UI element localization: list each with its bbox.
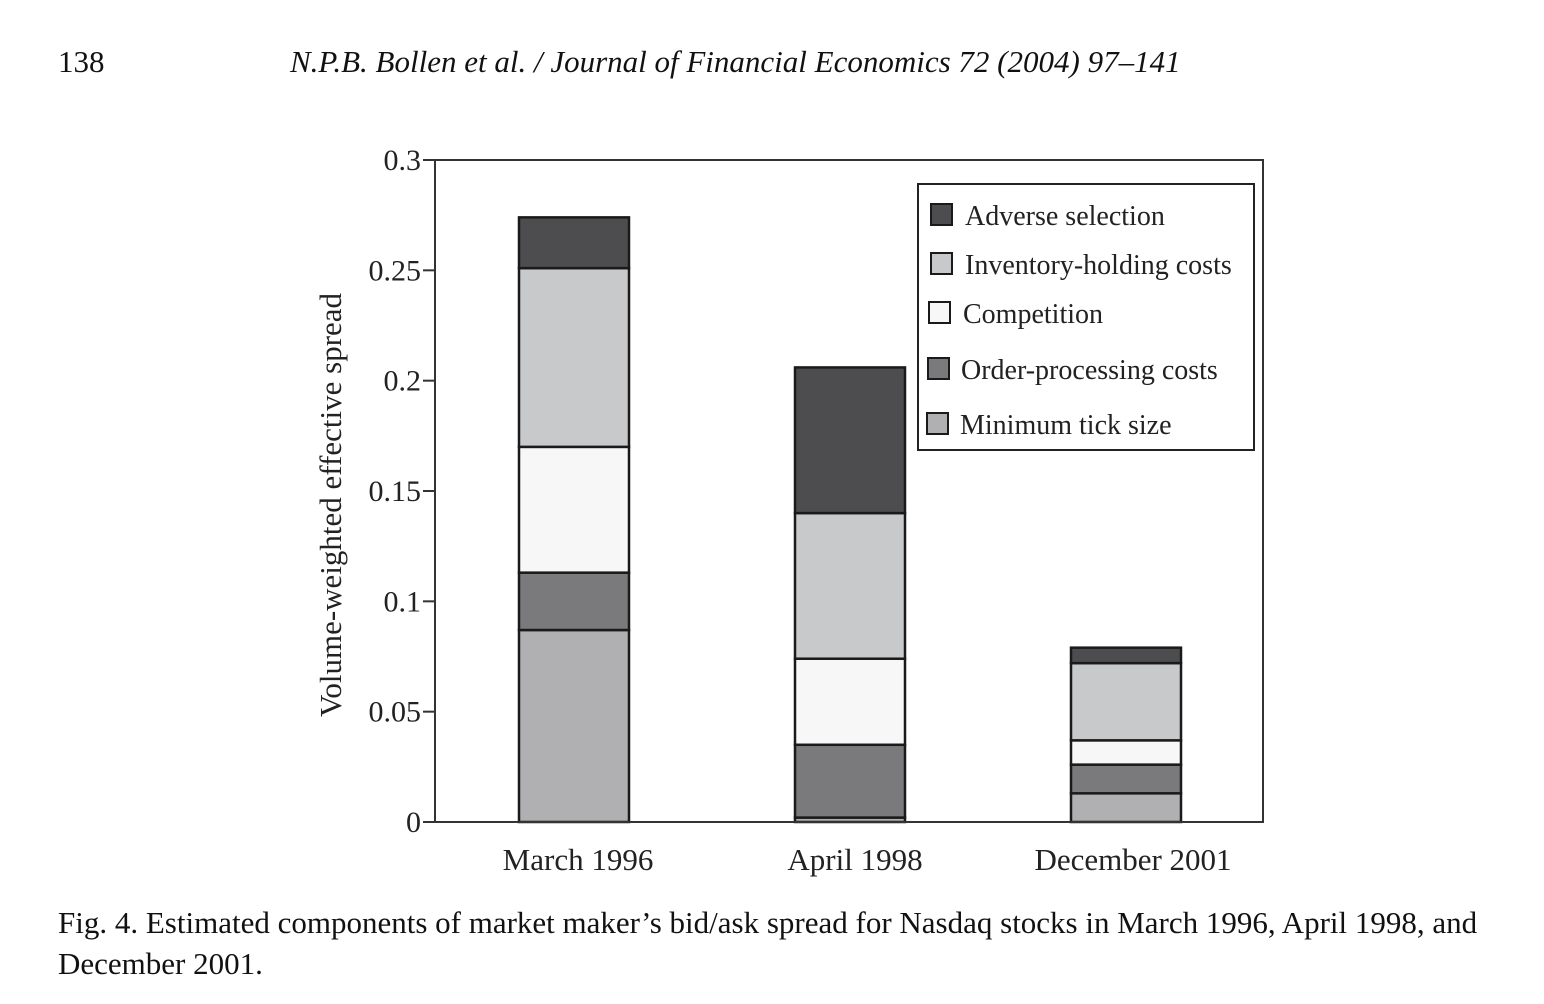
bar-segment-minimum-tick-size-2 xyxy=(1069,792,1183,824)
bar-segment-adverse-selection-2 xyxy=(1069,646,1183,665)
bar-segment-inventory-holding-costs-1 xyxy=(793,511,907,660)
x-tick-label: March 1996 xyxy=(503,842,654,877)
legend-label-order-processing-costs: Order-processing costs xyxy=(961,355,1218,386)
y-tick-label: 0.3 xyxy=(384,144,422,177)
bar-segment-competition-0 xyxy=(517,445,631,574)
legend-swatch-adverse-selection xyxy=(930,203,953,226)
legend-swatch-inventory-holding-costs xyxy=(930,252,953,275)
legend-swatch-competition xyxy=(928,301,951,324)
y-axis-label: Volume-weighted effective spread xyxy=(313,292,348,717)
bar-segment-competition-1 xyxy=(793,657,907,747)
bar-segment-inventory-holding-costs-0 xyxy=(517,266,631,449)
bar-segment-adverse-selection-0 xyxy=(517,216,631,270)
y-axis: 0 0.05 0.1 0.15 0.2 0.25 0.3 xyxy=(369,144,435,839)
legend-swatch-minimum-tick-size xyxy=(926,412,949,435)
bar-segment-inventory-holding-costs-2 xyxy=(1069,661,1183,742)
bar-segment-minimum-tick-size-0 xyxy=(517,628,631,824)
bar-segment-order-processing-costs-2 xyxy=(1069,763,1183,795)
page-number: 138 xyxy=(58,44,105,79)
legend-label-minimum-tick-size: Minimum tick size xyxy=(960,410,1172,441)
bar-segment-competition-2 xyxy=(1069,739,1183,766)
bars-layer xyxy=(517,216,1183,824)
y-tick-label: 0.15 xyxy=(369,475,422,508)
legend-label-adverse-selection: Adverse selection xyxy=(965,201,1165,232)
y-tick-label: 0 xyxy=(406,806,421,839)
bar-segment-order-processing-costs-1 xyxy=(793,743,907,819)
legend-box xyxy=(917,183,1255,451)
x-axis: March 1996 April 1998 December 2001 xyxy=(503,842,1232,877)
page-header: 138 N.P.B. Bollen et al. / Journal of Fi… xyxy=(0,38,1544,88)
bar-segment-order-processing-costs-0 xyxy=(517,571,631,632)
figure-caption: Fig. 4. Estimated components of market m… xyxy=(58,905,1478,981)
y-tick-label: 0.25 xyxy=(369,254,422,287)
x-tick-label: April 1998 xyxy=(787,842,922,877)
legend-label-competition: Competition xyxy=(963,299,1103,330)
y-tick-label: 0.2 xyxy=(384,365,422,398)
x-tick-label: December 2001 xyxy=(1034,842,1231,877)
y-tick-label: 0.05 xyxy=(369,696,422,729)
legend-label-inventory-holding-costs: Inventory-holding costs xyxy=(965,250,1232,281)
bar-segment-adverse-selection-1 xyxy=(793,366,907,515)
legend-swatch-order-processing-costs xyxy=(927,357,950,380)
y-tick-label: 0.1 xyxy=(384,585,422,618)
running-head: N.P.B. Bollen et al. / Journal of Financ… xyxy=(290,44,1181,79)
stacked-bar-chart: 0 0.05 0.1 0.15 0.2 0.25 0.3 March 1996 April 1… xyxy=(313,144,1264,877)
legend: Adverse selection Inventory-holding costs… xyxy=(917,183,1255,451)
